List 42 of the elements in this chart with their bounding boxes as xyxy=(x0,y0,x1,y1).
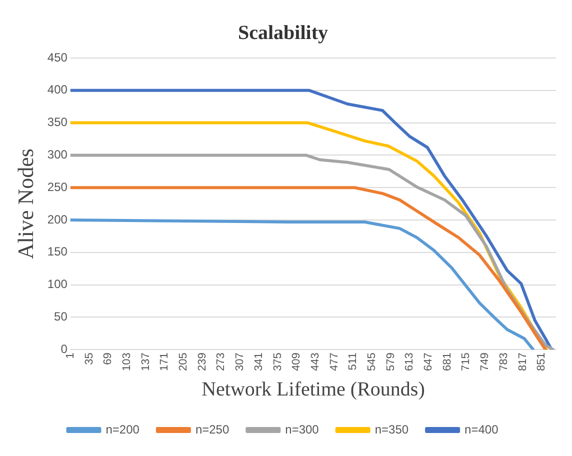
x-tick-label: 239 xyxy=(196,352,208,372)
x-tick-label: 409 xyxy=(290,352,303,372)
legend-label: n=250 xyxy=(195,422,230,436)
x-tick-label: 205 xyxy=(178,352,190,372)
y-tick-label: 300 xyxy=(47,148,68,162)
x-tick-label: 647 xyxy=(422,352,435,372)
x-tick-label: 817 xyxy=(516,352,529,372)
x-tick-label: 613 xyxy=(404,352,416,372)
x-tick-label: 171 xyxy=(158,352,171,372)
x-axis-title: Network Lifetime (Rounds) xyxy=(202,378,425,400)
x-tick-label: 511 xyxy=(347,352,360,370)
y-tick-label: 100 xyxy=(47,277,68,292)
x-tick-label: 137 xyxy=(140,352,152,372)
y-tick-label: 200 xyxy=(47,212,68,226)
x-tick-label: 851 xyxy=(536,352,548,372)
x-tick-label: 749 xyxy=(479,352,492,372)
x-tick-label: 103 xyxy=(120,352,133,372)
x-tick-label: 477 xyxy=(328,352,340,372)
y-tick-label: 400 xyxy=(47,82,68,97)
x-tick-label: 307 xyxy=(234,352,246,372)
x-tick-label: 35 xyxy=(83,352,96,365)
y-tick-label: 350 xyxy=(47,115,68,130)
legend-label: n=200 xyxy=(106,422,140,436)
x-tick-label: 681 xyxy=(441,352,454,372)
y-tick-label: 150 xyxy=(47,244,68,259)
x-tick-label: 375 xyxy=(272,352,284,372)
x-tick-label: 341 xyxy=(252,352,265,372)
legend-label: n=300 xyxy=(285,422,320,436)
legend-label: n=350 xyxy=(374,422,409,436)
x-tick-label: 579 xyxy=(384,352,397,372)
y-tick-label: 250 xyxy=(47,180,68,194)
y-tick-label: 50 xyxy=(54,310,68,324)
x-tick-label: 783 xyxy=(498,352,510,372)
chart-title: Scalability xyxy=(238,22,328,44)
legend-label: n=400 xyxy=(464,422,499,436)
x-tick-label: 273 xyxy=(215,352,228,372)
x-tick-label: 545 xyxy=(366,352,378,372)
x-tick-label: 443 xyxy=(309,352,322,372)
x-tick-label: 69 xyxy=(102,352,114,365)
x-tick-label: 715 xyxy=(460,352,472,372)
y-axis-title: Alive Nodes xyxy=(12,148,38,260)
y-tick-label: 450 xyxy=(47,50,68,64)
